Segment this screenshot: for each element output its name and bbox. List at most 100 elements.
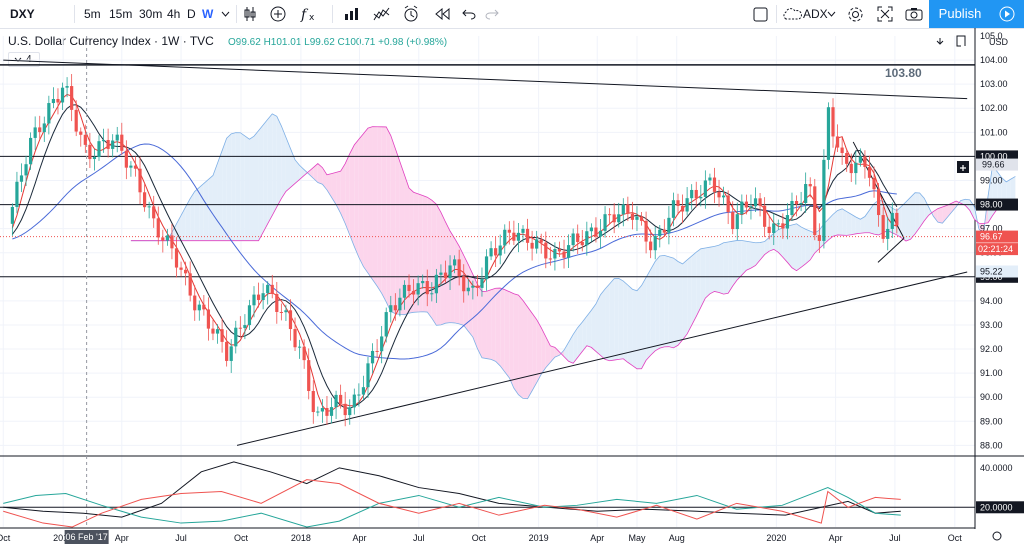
interval-4h[interactable]: 4h (167, 7, 181, 21)
ichimoku-cloud-segment (641, 277, 647, 369)
candle-body (589, 227, 593, 232)
ichimoku-cloud-segment (682, 259, 688, 340)
price-tick-label: 91.00 (980, 368, 1003, 378)
candle-body (685, 198, 689, 212)
redo-icon[interactable] (485, 8, 499, 20)
candle-body (170, 235, 174, 249)
plus-icon[interactable] (960, 165, 966, 171)
ichimoku-cloud-segment (769, 233, 774, 252)
time-tick-label: 2018 (291, 533, 311, 543)
play-button[interactable] (991, 0, 1024, 28)
replay-icon[interactable] (434, 8, 450, 20)
templates-icon[interactable] (373, 6, 391, 22)
indicator-search-label[interactable]: ADX (803, 7, 828, 21)
ichimoku-cloud-segment (714, 245, 720, 293)
candle-body (161, 237, 165, 241)
candle-body (671, 200, 676, 218)
time-tick-label: 2019 (529, 533, 549, 543)
chevron-down-icon[interactable] (221, 10, 230, 18)
price-tick-label: 105.0 (980, 31, 1003, 41)
ichimoku-cloud-segment (810, 231, 815, 260)
candle-body (662, 229, 666, 233)
maximize-pane-icon[interactable] (956, 35, 966, 47)
ichimoku-cloud-segment (933, 208, 938, 223)
gear-icon[interactable] (847, 6, 864, 23)
candle-body (393, 305, 397, 311)
financials-icon[interactable] (344, 7, 360, 21)
candles-style-icon[interactable] (243, 6, 257, 22)
candle-body (799, 203, 803, 205)
ichimoku-cloud-segment (732, 240, 738, 286)
ichimoku-cloud-segment (500, 288, 505, 372)
candle-body (453, 259, 457, 266)
cloud-icon[interactable] (781, 7, 803, 21)
candle-body (653, 235, 657, 251)
svg-text:x: x (309, 13, 315, 23)
candle-body (443, 272, 448, 279)
download-arrow-icon[interactable] (936, 38, 944, 45)
candle-body (243, 325, 247, 329)
interval-w[interactable]: W (202, 7, 214, 21)
interval-d[interactable]: D (187, 7, 196, 21)
candle-body (138, 168, 142, 193)
candle-body (106, 140, 110, 149)
candle-body (804, 184, 808, 204)
chart-area[interactable]: 105.0 104.00 103.00 102.00 101.00 100.00 99.00… (0, 28, 1024, 546)
price-tick-label: 93.00 (980, 320, 1003, 330)
ichimoku-cloud-segment (495, 288, 501, 366)
ichimoku-cloud-segment (705, 247, 710, 299)
interval-15m[interactable]: 15m (109, 7, 133, 21)
ichimoku-cloud-segment (700, 248, 706, 308)
ichimoku-cloud-segment (249, 136, 255, 241)
fullscreen-icon[interactable] (877, 6, 893, 22)
candle-body (111, 140, 115, 149)
ichimoku-cloud-segment (582, 316, 587, 352)
interval-5m[interactable]: 5m (84, 7, 101, 21)
adx-series-line (3, 487, 901, 528)
ichimoku-cloud-segment (636, 285, 642, 369)
axis-settings-icon[interactable] (992, 531, 1002, 541)
candle-body (448, 265, 452, 279)
chart-legend: U.S. Dollar Currency Index · 1W · TVC (8, 34, 214, 48)
ichimoku-cloud-segment (313, 163, 318, 183)
candle-body (311, 391, 315, 413)
current-price-badge (976, 230, 1018, 243)
candle-body (749, 206, 753, 208)
candle-body (535, 239, 539, 249)
camera-icon[interactable] (905, 7, 923, 21)
ichimoku-cloud-segment (842, 208, 847, 236)
candle-body (188, 273, 192, 296)
ichimoku-cloud-segment (431, 200, 437, 326)
candle-body (320, 408, 324, 412)
ichimoku-cloud-segment (650, 261, 656, 356)
ichimoku-cloud-segment (709, 246, 715, 294)
undo-icon[interactable] (462, 8, 476, 20)
candle-body (339, 394, 343, 404)
publish-button[interactable]: Publish (929, 0, 991, 28)
candle-body (576, 233, 580, 242)
ichimoku-cloud-segment (837, 208, 843, 236)
candle-body (361, 387, 366, 395)
time-tick-label: Apr (353, 533, 367, 543)
crosshair-price-label: 99.66 (982, 160, 1005, 170)
ichimoku-cloud-segment (746, 241, 751, 271)
ichimoku-cloud-segment (481, 291, 487, 359)
ichimoku-cloud-segment (728, 241, 733, 294)
ichimoku-cloud-segment (782, 226, 788, 263)
symbol-search[interactable]: DXY (10, 7, 35, 21)
ichimoku-cloud-segment (860, 216, 865, 234)
candle-body (284, 310, 288, 313)
candle-body (65, 86, 69, 88)
compare-plus-icon[interactable] (270, 6, 286, 22)
ichimoku-cloud-segment (472, 274, 478, 349)
chevron-down-icon[interactable] (827, 10, 836, 18)
interval-30m[interactable]: 30m (139, 7, 163, 21)
toolbar-divider (332, 5, 333, 23)
candle-body (571, 233, 575, 246)
layout-square-icon[interactable] (753, 7, 768, 22)
time-tick-label: Apr (829, 533, 843, 543)
ichimoku-cloud-segment (381, 126, 387, 302)
alert-clock-icon[interactable] (402, 5, 420, 23)
time-tick-label: Jul (413, 533, 425, 543)
